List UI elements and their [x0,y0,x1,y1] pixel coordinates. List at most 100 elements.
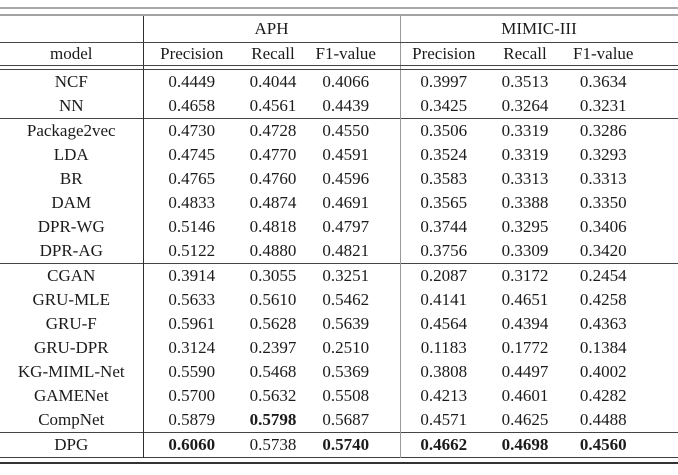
model-name-cell: GAMENet [33,386,109,405]
row-group-2: Package2vec 0.4730 0.4728 0.4550 0.3506 0.331… [0,118,678,264]
aph-precision-header: Precision [142,42,240,66]
metric-value-cell: 0.3055 [240,263,306,288]
aph-f1-header: F1-value [306,42,400,66]
model-name-cell: Package2vec [0,118,143,143]
metric-value-cell: 0.6060 [142,432,240,458]
metric-value-cell: 0.4002 [579,362,627,381]
metric-value-cell: 0.5610 [249,290,297,309]
table-row: CGAN 0.3914 0.3055 0.3251 0.2087 0.3172 0.2454 [0,263,678,288]
table-row: NN 0.4658 0.4561 0.4439 0.3425 0.3264 0.3231 [0,94,678,119]
metric-value-cell: 0.3309 [501,241,549,260]
model-name-cell: BR [59,169,83,188]
metric-value-cell: 0.3425 [399,94,487,119]
metric-value-cell: 0.2397 [249,338,297,357]
table-row: GRU-MLE 0.5633 0.5610 0.5462 0.4141 0.4651 0.4… [0,288,678,312]
table-row: DPG 0.6060 0.5738 0.5740 0.4662 0.4698 0.4560 [0,432,678,458]
metric-value-cell: 0.3124 [142,336,240,360]
metric-value-cell: 0.5961 [142,312,240,336]
paper-results-table-page: APH MIMIC-III model Precision Recall F1-… [0,7,678,475]
corner-cell [0,16,143,43]
metric-value-cell: 0.4561 [249,96,297,115]
table-row: DPR-AG 0.5122 0.4880 0.4821 0.3756 0.3309 0.34… [0,239,678,264]
metric-value-cell: 0.1772 [501,338,549,357]
metric-value-cell: 0.4571 [399,408,487,433]
table-row: GRU-DPR 0.3124 0.2397 0.2510 0.1183 0.1772 0.1… [0,336,678,360]
metric-value-cell: 0.5738 [240,432,306,458]
spacer-cell [563,65,678,70]
row-group-1: NCF 0.4449 0.4044 0.4066 0.3997 0.3513 0.3634 N… [0,69,678,119]
header-double-rule-spacer [0,65,678,70]
metric-value-cell: 0.1183 [399,336,487,360]
metric-value-cell: 0.4591 [322,145,370,164]
metric-value-cell: 0.2454 [563,263,678,288]
model-name-cell: NCF [54,72,88,91]
spacer-cell [487,65,563,70]
metric-value-cell: 0.2087 [399,263,487,288]
model-name-cell: GRU-DPR [33,338,109,357]
metric-value-cell: 0.4497 [501,362,549,381]
model-name-cell: DAM [51,193,92,212]
metric-value-cell: 0.2510 [322,338,370,357]
metric-value-cell: 0.3264 [501,96,549,115]
metric-value-cell: 0.5508 [322,386,370,405]
mimic-f1-header: F1-value [563,42,678,66]
model-name-cell: CGAN [0,263,143,288]
model-name-cell: DPR-WG [37,217,105,236]
metric-value-cell: 0.3313 [579,169,627,188]
metric-value-cell: 0.4564 [399,312,487,336]
model-name-cell: NN [58,96,84,115]
model-name-cell: LDA [53,145,89,164]
table-row: Package2vec 0.4730 0.4728 0.4550 0.3506 0.331… [0,118,678,143]
metric-header-row: model Precision Recall F1-value Precisio… [0,42,678,66]
metric-value-cell: 0.5146 [142,215,240,239]
metric-value-cell: 0.3744 [399,215,487,239]
metric-value-cell: 0.5462 [322,290,370,309]
metric-value-cell: 0.4821 [322,241,370,260]
metric-value-cell: 0.4550 [306,118,400,143]
metric-value-cell: 0.5590 [142,360,240,384]
table-row: KG-MIML-Net 0.5590 0.5468 0.5369 0.3808 0.449… [0,360,678,384]
metric-value-cell: 0.4770 [249,145,297,164]
table-row: GAMENet 0.5700 0.5632 0.5508 0.4213 0.4601 0.4… [0,384,678,408]
metric-value-cell: 0.3231 [579,96,627,115]
table-header: APH MIMIC-III model Precision Recall F1-… [0,16,678,66]
metric-value-cell: 0.3388 [501,193,549,212]
metric-value-cell: 0.4880 [249,241,297,260]
metric-value-cell: 0.5687 [322,410,370,429]
metric-value-cell: 0.3634 [579,72,627,91]
metric-value-cell: 0.4874 [249,193,297,212]
metric-value-cell: 0.3293 [579,145,627,164]
model-name-cell: GRU-MLE [32,290,110,309]
model-name-cell: CompNet [38,410,105,429]
metric-value-cell: 0.4601 [501,386,549,405]
metric-value-cell: 0.5468 [249,362,297,381]
metric-value-cell: 0.4730 [142,118,240,143]
metric-value-cell: 0.5369 [322,362,370,381]
metric-value-cell: 0.4651 [501,290,549,309]
metric-value-cell: 0.5740 [306,432,400,458]
spacer-cell [142,65,240,70]
model-column-header: model [0,42,143,66]
metric-value-cell: 0.3513 [501,72,549,91]
metric-value-cell: 0.1384 [579,338,627,357]
aph-recall-header: Recall [240,42,306,66]
model-name-cell: DPG [0,432,143,458]
metric-value-cell: 0.5633 [142,288,240,312]
spacer-cell [240,65,306,70]
mimic-precision-header: Precision [399,42,487,66]
metric-value-cell: 0.4658 [142,94,240,119]
model-name-cell: DPR-AG [39,241,103,260]
metric-value-cell: 0.3319 [487,118,563,143]
dataset-header-row: APH MIMIC-III [0,16,678,43]
model-name-cell: KG-MIML-Net [17,362,125,381]
metric-value-cell: 0.4258 [579,290,627,309]
metric-value-cell: 0.3172 [487,263,563,288]
metric-value-cell: 0.5632 [249,386,297,405]
metric-value-cell: 0.3914 [142,263,240,288]
metric-value-cell: 0.4745 [142,143,240,167]
metric-value-cell: 0.3524 [399,143,487,167]
metric-value-cell: 0.4818 [249,217,297,236]
table-bottom-double-rule [0,458,678,464]
spacer-cell [306,65,400,70]
metric-value-cell: 0.3506 [399,118,487,143]
